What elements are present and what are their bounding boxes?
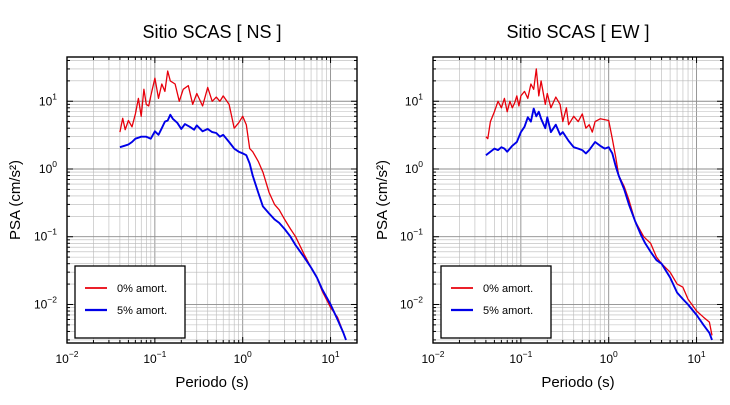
x-tick-label: 10−2	[55, 349, 78, 366]
x-tick-label-exp: 0	[247, 349, 252, 359]
y-tick-label: 10−2	[400, 294, 423, 311]
y-tick-label-exp: 0	[418, 159, 423, 169]
y-tick-label-exp: 1	[418, 91, 423, 101]
x-tick-label: 101	[322, 349, 340, 366]
y-tick-label: 101	[39, 91, 57, 108]
x-tick-label-exp: −2	[435, 349, 445, 359]
x-tick-label-base: 10	[322, 352, 336, 366]
x-tick-label-exp: −1	[523, 349, 533, 359]
y-tick-label: 100	[39, 159, 57, 176]
grid-lines	[432, 57, 724, 343]
legend: 0% amort. 5% amort.	[74, 265, 186, 339]
x-tick-label-exp: 1	[701, 349, 706, 359]
x-tick-label-base: 10	[509, 352, 523, 366]
legend-box	[440, 265, 552, 339]
x-tick-label: 100	[600, 349, 618, 366]
x-tick-label-exp: 1	[335, 349, 340, 359]
y-tick-label-exp: −2	[47, 294, 57, 304]
y-tick-label-base: 10	[400, 297, 414, 311]
x-tick-label: 101	[688, 349, 706, 366]
x-tick-label: 10−2	[421, 349, 444, 366]
y-tick-label: 10−2	[34, 294, 57, 311]
y-tick-label-base: 10	[39, 94, 53, 108]
legend-label-amort-5: 5% amort.	[483, 305, 533, 317]
legend-label-amort-5: 5% amort.	[117, 305, 167, 317]
y-tick-label-base: 10	[34, 230, 48, 244]
x-tick-label-exp: −1	[157, 349, 167, 359]
x-tick-label-exp: 0	[613, 349, 618, 359]
x-tick-label-base: 10	[688, 352, 702, 366]
y-tick-label-base: 10	[400, 230, 414, 244]
x-tick-label-base: 10	[600, 352, 614, 366]
series-line-amort-5	[485, 107, 713, 341]
legend: 0% amort. 5% amort.	[440, 265, 552, 339]
y-tick-label-exp: −1	[413, 227, 423, 237]
y-tick-label-exp: 0	[52, 159, 57, 169]
legend-label-amort-0: 0% amort.	[483, 283, 533, 295]
chart-title: Sitio SCAS [ NS ]	[142, 22, 281, 42]
x-tick-label-base: 10	[143, 352, 157, 366]
x-tick-label-base: 10	[234, 352, 248, 366]
plot-frame	[432, 56, 724, 344]
y-tick-label: 100	[405, 159, 423, 176]
x-tick-label-base: 10	[55, 352, 69, 366]
series-line-amort-5	[119, 113, 347, 341]
y-tick-label-exp: 1	[52, 91, 57, 101]
plot-frame	[66, 56, 358, 344]
y-tick-label: 10−1	[400, 227, 423, 244]
x-tick-label: 100	[234, 349, 252, 366]
grid-lines	[66, 57, 358, 343]
y-tick-label: 101	[405, 91, 423, 108]
y-tick-label-base: 10	[405, 94, 419, 108]
x-tick-label: 10−1	[509, 349, 532, 366]
y-tick-label-exp: −1	[47, 227, 57, 237]
y-axis-label: PSA (cm/s²)	[7, 160, 24, 240]
x-tick-label-exp: −2	[69, 349, 79, 359]
x-tick-label-base: 10	[421, 352, 435, 366]
legend-box	[74, 265, 186, 339]
x-axis-label: Periodo (s)	[175, 374, 248, 391]
chart-title: Sitio SCAS [ EW ]	[506, 22, 649, 42]
series-line-amort-0	[485, 68, 713, 336]
y-tick-label: 10−1	[34, 227, 57, 244]
x-tick-label: 10−1	[143, 349, 166, 366]
y-axis-label: PSA (cm/s²)	[374, 160, 391, 240]
x-axis-label: Periodo (s)	[541, 374, 614, 391]
legend-label-amort-0: 0% amort.	[117, 283, 167, 295]
y-tick-label-exp: −2	[413, 294, 423, 304]
y-tick-label-base: 10	[34, 297, 48, 311]
series-line-amort-0	[119, 70, 347, 341]
y-tick-label-base: 10	[39, 162, 53, 176]
y-tick-label-base: 10	[405, 162, 419, 176]
